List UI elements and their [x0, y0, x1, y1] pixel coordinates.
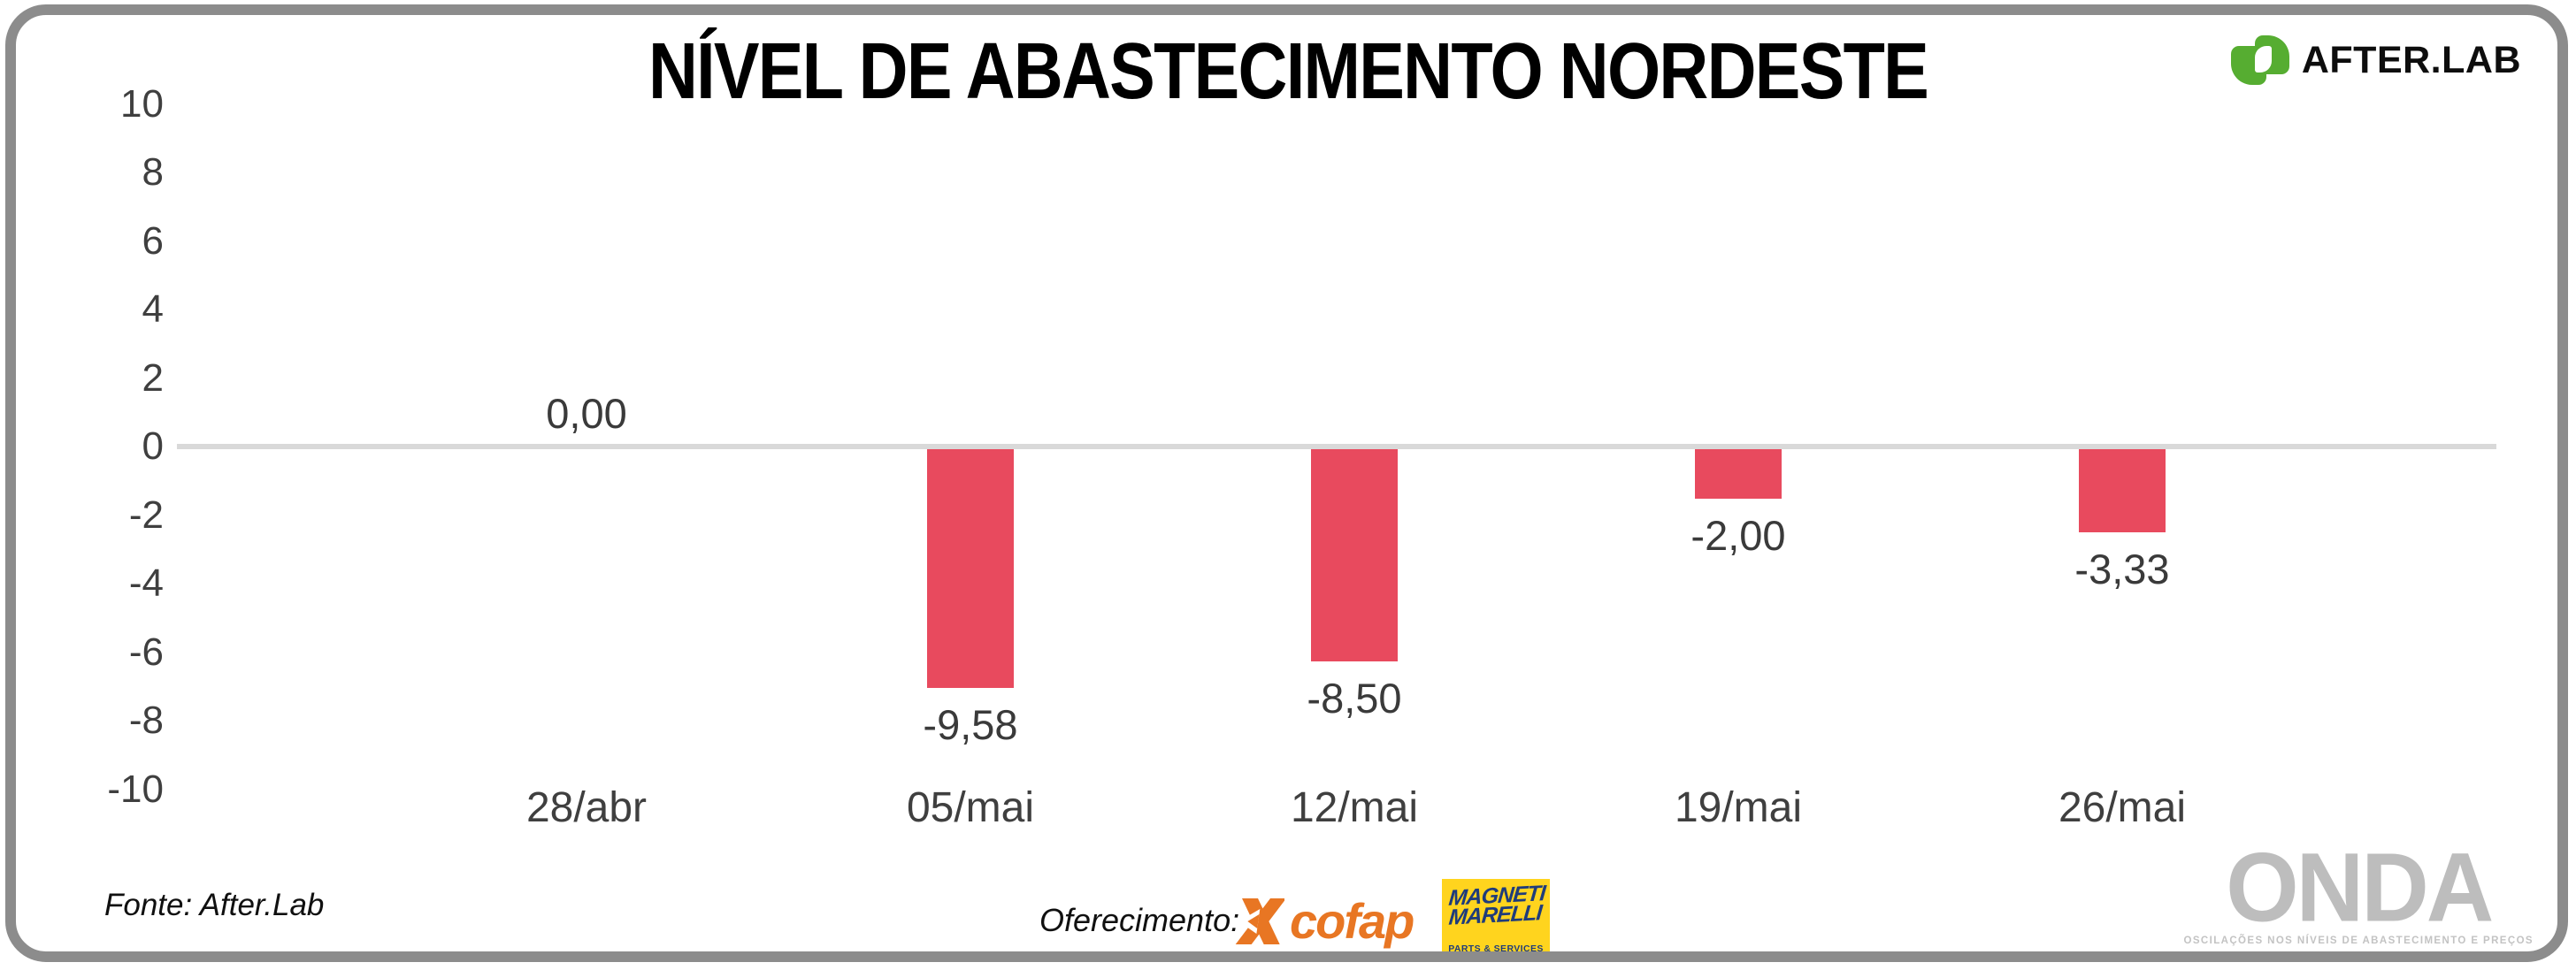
- y-tick-label: 2: [142, 355, 164, 400]
- magneti-marelli-logo-text: MAGNETI MARELLI: [1447, 881, 1546, 930]
- y-tick-label: 8: [142, 150, 164, 194]
- sponsor-label: Oferecimento:: [1039, 902, 1240, 938]
- zero-baseline: [177, 444, 2496, 449]
- y-tick-label: -6: [128, 630, 164, 674]
- magneti-marelli-logo-subtext: PARTS & SERVICES: [1448, 943, 1544, 954]
- bar: [927, 449, 1014, 688]
- bar: [1311, 449, 1398, 661]
- bar-value-label: -9,58: [923, 701, 1018, 748]
- onda-watermark: ONDA OSCILAÇÕES NOS NÍVEIS DE ABASTECIME…: [2183, 833, 2534, 946]
- y-tick-label: -10: [107, 767, 164, 811]
- x-tick-label: 28/abr: [525, 784, 648, 831]
- y-tick-label: -2: [128, 493, 164, 537]
- cofap-logo: cofap: [1235, 893, 1414, 949]
- bar-value-label: -3,33: [2074, 546, 2170, 592]
- bar-value-label: -8,50: [1307, 675, 1402, 722]
- y-tick-label: -8: [128, 699, 164, 742]
- onda-watermark-title: ONDA: [2226, 833, 2494, 943]
- magneti-marelli-logo: MAGNETI MARELLI PARTS & SERVICES: [1442, 879, 1550, 960]
- bar-value-label: -2,00: [1690, 512, 1786, 559]
- y-axis: 10 8 6 4 2 0 -2 -4 -6 -8 -10: [0, 0, 164, 970]
- y-tick-label: -4: [128, 561, 164, 605]
- y-tick-label: 10: [120, 81, 164, 126]
- bar: [1695, 449, 1782, 499]
- bar: [2079, 449, 2166, 532]
- x-tick-label: 12/mai: [1290, 784, 1419, 831]
- y-tick-label: 0: [142, 424, 164, 468]
- cofap-x-icon: [1235, 898, 1284, 944]
- x-tick-label: 05/mai: [906, 784, 1035, 831]
- chart-title: NÍVEL DE ABASTECIMENTO NORDESTE: [648, 27, 1929, 116]
- afterlab-logo: AFTER.LAB: [2230, 35, 2521, 85]
- y-tick-label: 4: [142, 287, 164, 331]
- afterlab-logo-text: AFTER.LAB: [2301, 38, 2521, 81]
- afterlab-leaf-icon: [2230, 35, 2289, 85]
- x-tick-label: 19/mai: [1674, 784, 1803, 831]
- cofap-logo-text: cofap: [1290, 893, 1414, 949]
- y-tick-label: 6: [142, 218, 164, 263]
- onda-watermark-subtitle: OSCILAÇÕES NOS NÍVEIS DE ABASTECIMENTO E…: [2183, 935, 2534, 946]
- bar-value-label: 0,00: [546, 390, 627, 437]
- source-note: Fonte: After.Lab: [104, 888, 325, 922]
- x-tick-label: 26/mai: [2058, 784, 2187, 831]
